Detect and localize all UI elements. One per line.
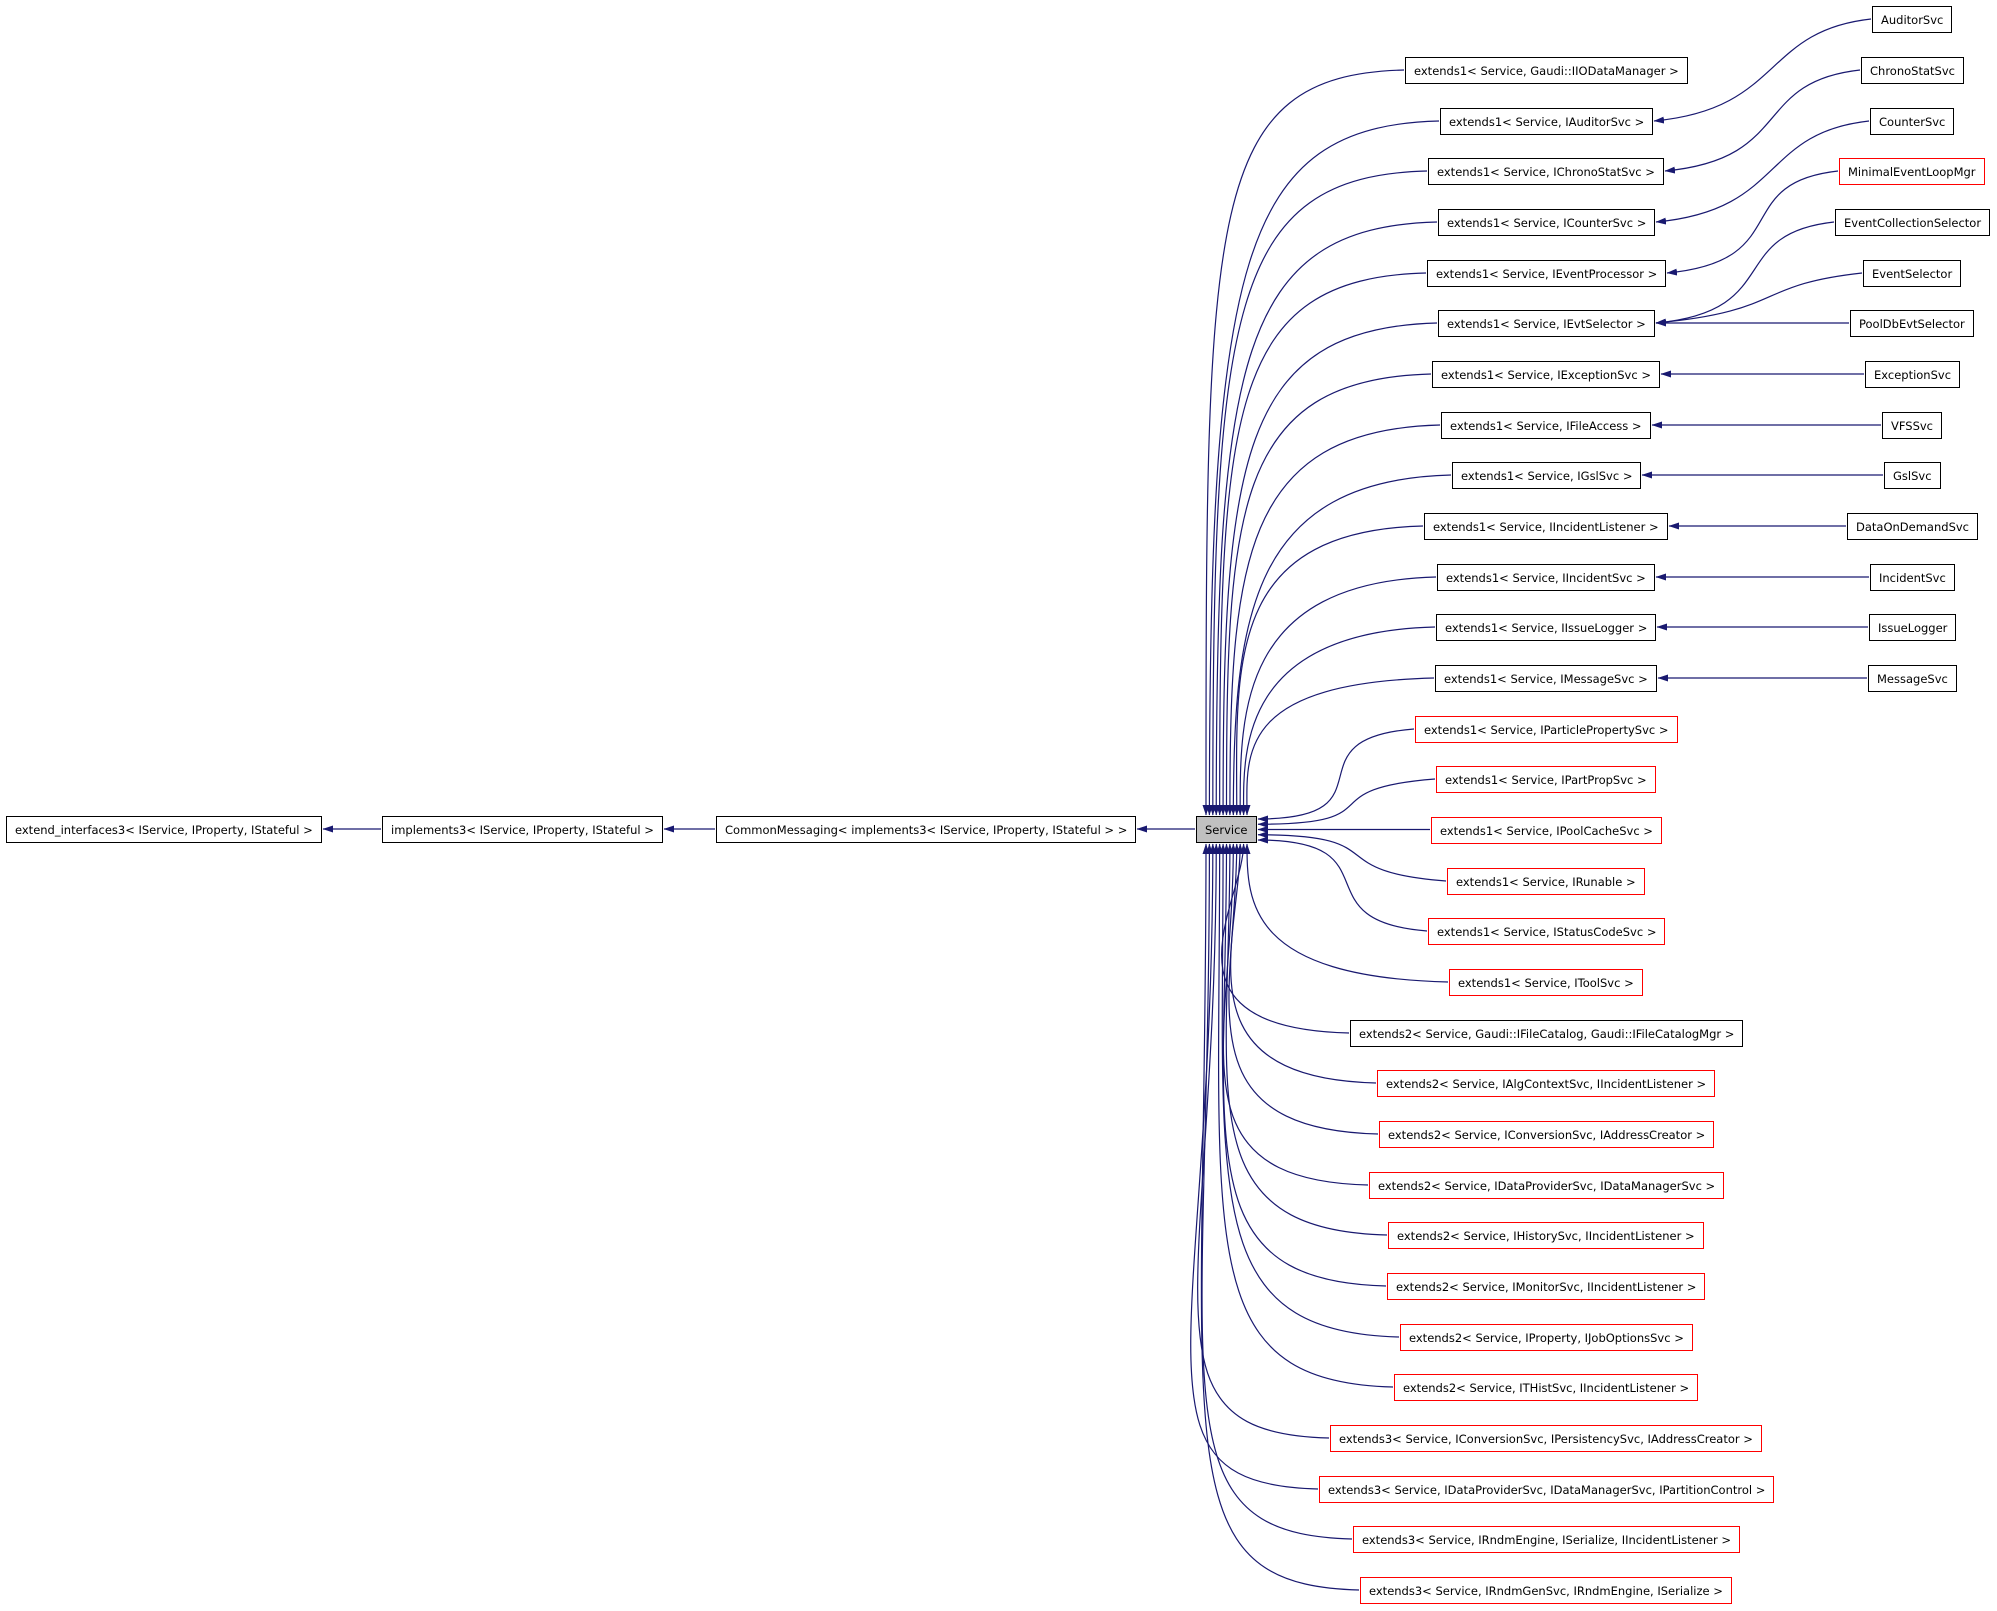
edge-extends3-ipersistencysvc--service: [1197, 843, 1330, 1439]
class-box-incidentsvc[interactable]: IncidentSvc: [1870, 564, 1955, 591]
class-box-extends1-igslsvc[interactable]: extends1< Service, IGslSvc >: [1452, 462, 1642, 489]
edge-extends1-itoolsvc--service: [1243, 843, 1449, 983]
edge-extends1-icountersvc--service: [1212, 221, 1438, 816]
class-box-gslsvc[interactable]: GslSvc: [1884, 462, 1941, 489]
edge-extends1-istatuscodesvc--service: [1257, 836, 1428, 932]
edge-extends2-imonitorsvc--service: [1222, 843, 1387, 1287]
class-box-extends1-itoolsvc: extends1< Service, IToolSvc >: [1449, 969, 1643, 996]
class-box-extends1-iiodatamanager[interactable]: extends1< Service, Gaudi::IIODataManager…: [1405, 57, 1688, 84]
edge-extends1-ieventprocessor--service: [1216, 272, 1427, 816]
class-box-extend_interfaces3[interactable]: extend_interfaces3< IService, IProperty,…: [6, 816, 322, 843]
edge-extends1-imessagesvc--service: [1243, 677, 1435, 816]
class-box-extends3-ipartitioncontrol: extends3< Service, IDataProviderSvc, IDa…: [1319, 1476, 1775, 1503]
class-box-extends2-idataprovidersvc: extends2< Service, IDataProviderSvc, IDa…: [1369, 1172, 1725, 1199]
edge-extends2-ijoboptionssvc--service: [1219, 843, 1400, 1338]
class-box-auditorsvc[interactable]: AuditorSvc: [1872, 6, 1953, 33]
class-box-extends1-ievtselector[interactable]: extends1< Service, IEvtSelector >: [1438, 310, 1655, 337]
edge-extends1-iincidentsvc--service: [1236, 576, 1437, 816]
edge-extends3-irndmengine--service: [1201, 843, 1353, 1540]
class-box-service: Service: [1196, 816, 1257, 843]
class-box-countersvc[interactable]: CounterSvc: [1870, 108, 1955, 135]
edge-chronostatsvc--extends1-ichronostatsvc: [1664, 69, 1861, 174]
class-box-extends1-imessagesvc[interactable]: extends1< Service, IMessageSvc >: [1435, 665, 1657, 692]
class-box-extends1-ipoolcachesvc: extends1< Service, IPoolCacheSvc >: [1431, 817, 1662, 844]
class-box-extends2-ijoboptionssvc: extends2< Service, IProperty, IJobOption…: [1400, 1324, 1693, 1351]
class-box-extends1-icountersvc[interactable]: extends1< Service, ICounterSvc >: [1438, 209, 1656, 236]
class-box-vfssvc[interactable]: VFSSvc: [1882, 412, 1943, 439]
class-box-extends1-iissuelogger[interactable]: extends1< Service, IIssueLogger >: [1436, 614, 1657, 641]
class-box-extends1-irunable: extends1< Service, IRunable >: [1447, 868, 1645, 895]
edge-extends1-ichronostatsvc--service: [1209, 170, 1428, 816]
edge-extends3-irndmgensvc--service: [1200, 843, 1360, 1591]
class-box-minimaleventloopmgr: MinimalEventLoopMgr: [1839, 158, 1985, 185]
class-box-extends3-irndmgensvc: extends3< Service, IRndmGenSvc, IRndmEng…: [1360, 1577, 1732, 1604]
class-box-common_messaging[interactable]: CommonMessaging< implements3< IService, …: [716, 816, 1137, 843]
edge-extends1-iissuelogger--service: [1240, 626, 1436, 816]
edge-extends1-iauditorsvc--service: [1205, 120, 1440, 816]
class-box-messagesvc[interactable]: MessageSvc: [1868, 665, 1957, 692]
edge-extends1-iexceptionsvc--service: [1223, 373, 1432, 816]
class-box-pooldbevtselector[interactable]: PoolDbEvtSelector: [1850, 310, 1974, 337]
edge-extends2-ithistsvc--service: [1216, 843, 1394, 1388]
class-box-extends2-imonitorsvc: extends2< Service, IMonitorSvc, IInciden…: [1387, 1273, 1706, 1300]
class-box-extends2-ithistsvc: extends2< Service, ITHistSvc, IIncidentL…: [1394, 1374, 1699, 1401]
edge-extends1-iincidentlistener--service: [1233, 525, 1424, 816]
class-box-exceptionsvc[interactable]: ExceptionSvc: [1865, 361, 1961, 388]
class-box-extends3-ipersistencysvc: extends3< Service, IConversionSvc, IPers…: [1330, 1425, 1762, 1452]
class-box-eventcollectionselector[interactable]: EventCollectionSelector: [1835, 209, 1991, 236]
class-box-extends1-ichronostatsvc[interactable]: extends1< Service, IChronoStatSvc >: [1428, 158, 1664, 185]
class-box-extends2-iconversionsvc: extends2< Service, IConversionSvc, IAddr…: [1379, 1121, 1715, 1148]
class-box-extends2-ihistorysvc: extends2< Service, IHistorySvc, IInciden…: [1388, 1222, 1704, 1249]
edge-extends1-iparticlepropertysvc--service: [1257, 728, 1415, 823]
class-box-extends1-iauditorsvc[interactable]: extends1< Service, IAuditorSvc >: [1440, 108, 1654, 135]
edge-extends3-ipartitioncontrol--service: [1190, 843, 1319, 1490]
edge-extends2-iconversionsvc--service: [1228, 843, 1379, 1135]
edge-extends1-iiodatamanager--service: [1202, 69, 1405, 816]
edge-extends1-ievtselector--service: [1219, 322, 1438, 816]
edge-extends1-irunable--service: [1257, 831, 1447, 882]
edge-minimaleventloopmgr--extends1-ieventprocessor: [1666, 170, 1839, 276]
edge-extends2-ihistorysvc--service: [1225, 843, 1388, 1236]
edge-extends1-igslsvc--service: [1229, 474, 1452, 816]
class-box-extends3-irndmengine: extends3< Service, IRndmEngine, ISeriali…: [1353, 1526, 1741, 1553]
edge-auditorsvc--extends1-iauditorsvc: [1653, 18, 1872, 124]
class-box-extends1-ifileaccess[interactable]: extends1< Service, IFileAccess >: [1441, 412, 1651, 439]
class-box-extends1-iincidentsvc[interactable]: extends1< Service, IIncidentSvc >: [1437, 564, 1655, 591]
edge-eventcollectionselector--extends1-ievtselector: [1655, 221, 1835, 326]
class-box-dataondemandsvc[interactable]: DataOnDemandSvc: [1847, 513, 1978, 540]
edge-countersvc--extends1-icountersvc: [1655, 120, 1870, 225]
class-box-extends1-iparticlepropertysvc: extends1< Service, IParticlePropertySvc …: [1415, 716, 1678, 743]
class-box-issuelogger[interactable]: IssueLogger: [1869, 614, 1957, 641]
class-box-eventselector[interactable]: EventSelector: [1863, 260, 1962, 287]
class-box-extends1-ipartpropsvc: extends1< Service, IPartPropSvc >: [1436, 766, 1656, 793]
class-box-extends1-ieventprocessor[interactable]: extends1< Service, IEventProcessor >: [1427, 260, 1667, 287]
class-box-extends1-istatuscodesvc: extends1< Service, IStatusCodeSvc >: [1428, 918, 1666, 945]
class-box-implements3[interactable]: implements3< IService, IProperty, IState…: [382, 816, 663, 843]
class-box-extends1-iincidentlistener[interactable]: extends1< Service, IIncidentListener >: [1424, 513, 1668, 540]
edge-eventselector--extends1-ievtselector: [1655, 272, 1863, 326]
class-box-extends1-iexceptionsvc[interactable]: extends1< Service, IExceptionSvc >: [1432, 361, 1660, 388]
class-box-chronostatsvc[interactable]: ChronoStatSvc: [1861, 57, 1964, 84]
edge-extends1-ipartpropsvc--service: [1257, 778, 1436, 828]
edge-extends1-ifileaccess--service: [1226, 424, 1441, 816]
edge-extends2-ialgcontextsvc--service: [1230, 843, 1377, 1084]
class-box-extends2-ifilecatalog[interactable]: extends2< Service, Gaudi::IFileCatalog, …: [1350, 1020, 1744, 1047]
edge-extends2-idataprovidersvc--service: [1222, 843, 1369, 1186]
class-box-extends2-ialgcontextsvc: extends2< Service, IAlgContextSvc, IInci…: [1377, 1070, 1716, 1097]
